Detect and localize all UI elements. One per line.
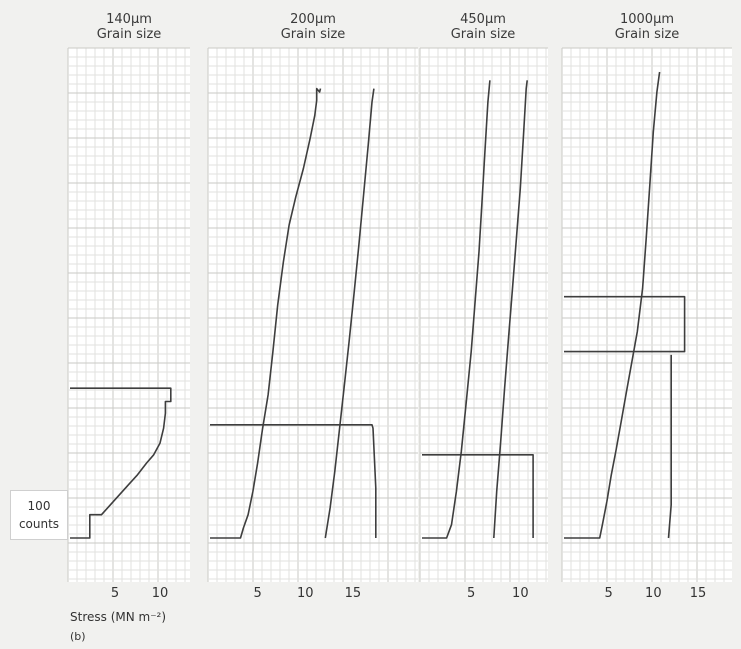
panel-title-140-size: 140µm <box>106 12 152 27</box>
y-scale-value: 100 <box>27 499 51 513</box>
panel-title-200-label: Grain size <box>280 27 346 42</box>
figure-sublabel: (b) <box>70 630 86 643</box>
panel-140: 5 10 <box>67 47 190 601</box>
panel-1000: 5 10 15 <box>561 47 732 601</box>
panel-140-trace-1 <box>70 387 172 539</box>
panel-450-tick-label-5: 5 <box>467 586 475 601</box>
y-scale-unit: counts <box>18 517 60 531</box>
panel-1000-background <box>562 48 732 582</box>
panel-title-200: 200µm Grain size <box>210 12 416 42</box>
panel-title-1000: 1000µm Grain size <box>564 12 730 42</box>
panel-title-450: 450µm Grain size <box>420 12 546 42</box>
panel-140-tick-label-10: 10 <box>152 586 169 601</box>
panel-1000-trace-2 <box>564 295 686 353</box>
panel-200-tick-label-10: 10 <box>297 586 314 601</box>
panel-200-background <box>208 48 418 582</box>
panel-title-450-label: Grain size <box>450 27 516 42</box>
panel-title-200-size: 200µm <box>290 12 336 27</box>
y-scale-box: 100 counts <box>10 490 68 540</box>
panel-title-140-label: Grain size <box>96 27 162 42</box>
panel-450-trace-1 <box>422 80 491 539</box>
panel-title-1000-label: Grain size <box>614 27 680 42</box>
panel-200-trace-2 <box>324 88 375 539</box>
panel-450-trace-2 <box>493 80 528 539</box>
panel-200-trace-3 <box>210 424 377 538</box>
x-axis-label: Stress (MN m⁻²) <box>70 610 167 624</box>
panel-1000-tick-label-15: 15 <box>690 586 707 601</box>
panel-200-tick-label-5: 5 <box>254 586 262 601</box>
panel-450-background <box>420 48 548 582</box>
panel-200-trace-1 <box>210 87 322 539</box>
panel-140-background <box>68 48 190 582</box>
panel-200-tick-label-15: 15 <box>345 586 362 601</box>
panel-450-trace-3 <box>422 454 534 538</box>
panel-1000-tick-label-10: 10 <box>645 586 662 601</box>
panel-450-tick-label-10: 10 <box>512 586 529 601</box>
panel-450: 5 10 <box>419 47 548 601</box>
panel-1000-trace-3 <box>667 354 672 539</box>
panel-200: 5 10 15 <box>207 47 418 601</box>
panel-1000-trace-1 <box>564 71 661 539</box>
panel-title-1000-size: 1000µm <box>619 12 675 27</box>
panel-140-tick-label-5: 5 <box>111 586 119 601</box>
panel-title-140: 140µm Grain size <box>70 12 188 42</box>
panel-1000-tick-label-5: 5 <box>605 586 613 601</box>
panel-title-450-size: 450µm <box>460 12 506 27</box>
